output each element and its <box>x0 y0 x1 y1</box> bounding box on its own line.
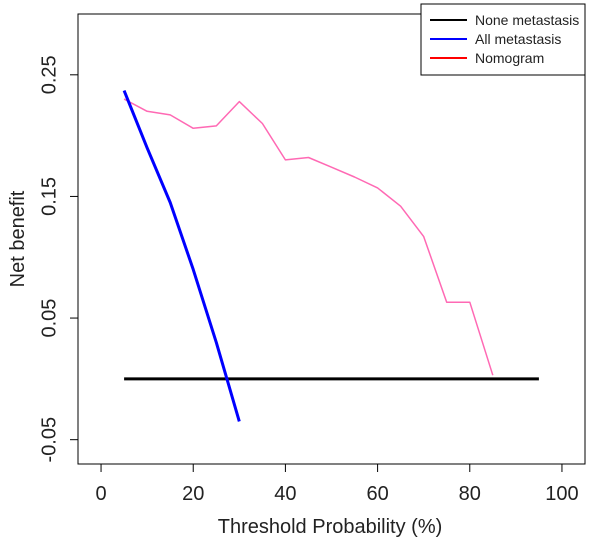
x-axis-label: Threshold Probability (%) <box>218 516 443 538</box>
x-tick-label: 80 <box>459 483 481 505</box>
y-axis-label: Net benefit <box>7 190 29 287</box>
x-tick-label: 20 <box>182 483 204 505</box>
y-axis: -0.05 0.05 0.15 0.25 <box>38 55 78 462</box>
x-tick-label: 0 <box>95 483 106 505</box>
series-line-nomogram <box>123 98 494 376</box>
y-tick-label: 0.15 <box>38 177 60 216</box>
x-axis: 0 20 40 60 80 100 <box>95 464 579 505</box>
x-tick-label: 60 <box>366 483 388 505</box>
series-line-all-metastasis <box>122 90 241 422</box>
y-tick-label: 0.25 <box>38 55 60 94</box>
legend-label: None metastasis <box>475 12 579 28</box>
x-tick-label: 40 <box>274 483 296 505</box>
legend-label: All metastasis <box>475 31 561 47</box>
legend: None metastasis All metastasis Nomogram <box>420 3 586 76</box>
y-tick-label: 0.05 <box>38 299 60 338</box>
legend-label: Nomogram <box>475 50 544 66</box>
y-tick-label: -0.05 <box>38 417 60 463</box>
x-tick-label: 100 <box>545 483 578 505</box>
plot-frame <box>77 13 586 465</box>
series-layer <box>122 90 539 422</box>
